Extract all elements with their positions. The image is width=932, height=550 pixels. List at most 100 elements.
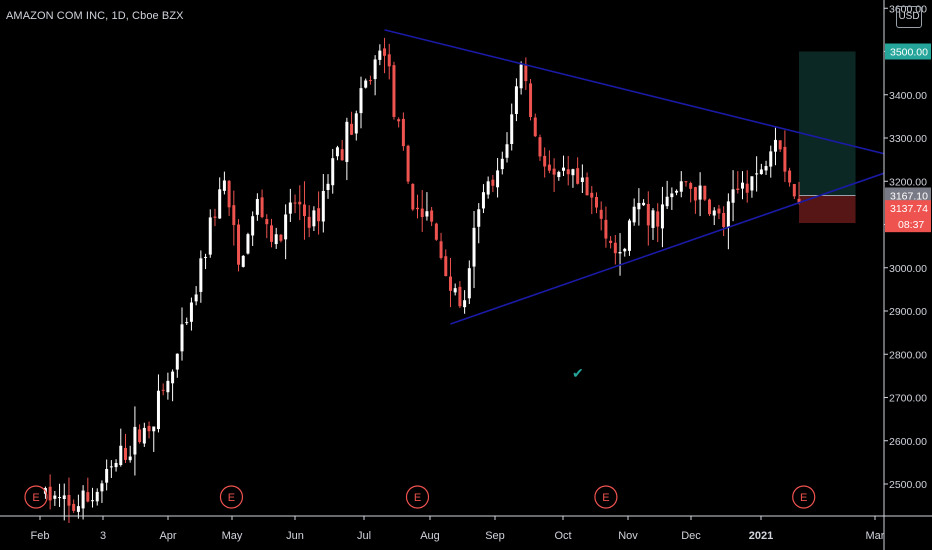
candle-body	[91, 500, 95, 502]
candle-body	[156, 390, 160, 430]
candle-body	[439, 241, 443, 258]
candle-body	[218, 189, 222, 219]
candle-body	[293, 202, 297, 204]
time-tick-label: Nov	[618, 530, 638, 542]
candle-body	[731, 189, 735, 203]
currency-button[interactable]: USD	[896, 6, 922, 28]
candle-body	[656, 211, 660, 227]
candle-body	[651, 210, 655, 228]
candle-body	[637, 202, 641, 210]
time-tick-label: Mar	[866, 530, 885, 542]
candle-body	[660, 204, 664, 229]
price-tick-label: 2500.00	[889, 479, 927, 491]
candle-body	[467, 268, 471, 299]
candle-body	[773, 139, 777, 152]
candle-body	[425, 211, 429, 217]
candle-body	[397, 119, 401, 122]
candle-body	[571, 169, 575, 176]
candle-body	[406, 145, 410, 182]
candle-body	[48, 486, 52, 501]
price-axis-bg	[884, 0, 932, 550]
candle-body	[345, 121, 349, 162]
candle-body	[138, 429, 142, 443]
time-tick-label: Jul	[357, 530, 371, 542]
candle-body	[505, 144, 509, 158]
candle-body	[712, 210, 716, 216]
candle-body	[670, 193, 674, 198]
candle-body	[708, 199, 712, 215]
candle-body	[175, 353, 179, 370]
candle-body	[722, 212, 726, 227]
candle-body	[514, 86, 518, 114]
price-tick-label: 3400.00	[889, 90, 927, 102]
candle-body	[632, 206, 636, 223]
candle-body	[288, 202, 292, 214]
candle-body	[444, 256, 448, 277]
candle-body	[237, 224, 241, 265]
candle-body	[755, 173, 759, 175]
candle-body	[524, 65, 528, 82]
candle-body	[128, 456, 132, 461]
candle-body	[698, 185, 702, 200]
price-label: 3500.00	[890, 47, 928, 59]
time-tick-label: Aug	[420, 530, 440, 542]
candle-body	[133, 426, 137, 455]
candle-body	[448, 276, 452, 291]
time-tick-label: May	[222, 530, 243, 542]
candle-body	[312, 210, 316, 227]
candle-body	[689, 183, 693, 189]
candle-body	[741, 182, 744, 189]
candle-body	[585, 177, 589, 196]
candle-body	[453, 288, 457, 293]
candle-body	[609, 240, 613, 244]
earnings-marker	[405, 485, 430, 509]
candle-body	[472, 227, 476, 267]
candle-body	[241, 255, 245, 267]
candle-body	[486, 181, 490, 195]
candle-body	[72, 503, 76, 511]
candle-body	[208, 217, 212, 255]
price-label: 3167.10	[890, 190, 928, 202]
candle-body	[260, 197, 264, 218]
candle-body	[500, 158, 504, 170]
candle-body	[599, 209, 603, 219]
price-label-bg	[885, 200, 931, 217]
candle-body	[679, 181, 683, 192]
candle-body	[430, 210, 434, 222]
candle-body	[797, 198, 801, 203]
candle-body	[684, 181, 688, 183]
candle-body	[566, 169, 570, 175]
price-label-bg	[885, 43, 931, 60]
candle-body	[255, 198, 259, 215]
candle-body	[326, 183, 330, 191]
time-tick-label: Oct	[554, 530, 571, 542]
candle-body	[580, 177, 584, 183]
candle-body	[590, 192, 594, 198]
candle-body	[769, 151, 773, 167]
candle-body	[53, 495, 57, 499]
candle-body	[364, 80, 368, 88]
candle-body	[547, 164, 551, 171]
candle-body	[368, 80, 372, 82]
candle-body	[161, 389, 165, 391]
candle-body	[105, 469, 109, 483]
candle-body	[477, 209, 481, 227]
time-tick-label: Feb	[31, 530, 50, 542]
candle-body	[576, 168, 580, 184]
symbol-title: AMAZON COM INC, 1D, Cboe BZX	[6, 10, 184, 22]
candle-body	[519, 64, 523, 89]
candle-body	[114, 462, 118, 468]
candle-body	[350, 123, 354, 135]
price-label: 3137.74	[890, 203, 928, 215]
candle-body	[119, 445, 123, 466]
candle-body	[152, 426, 156, 432]
price-tick-label: 3300.00	[889, 133, 927, 145]
time-tick-label: Dec	[681, 530, 701, 542]
candle-body	[100, 483, 104, 492]
candle-body	[533, 117, 537, 137]
candle-body	[81, 490, 85, 509]
candle-body	[284, 214, 288, 240]
candle-body	[387, 54, 391, 67]
candle-body	[383, 48, 387, 56]
